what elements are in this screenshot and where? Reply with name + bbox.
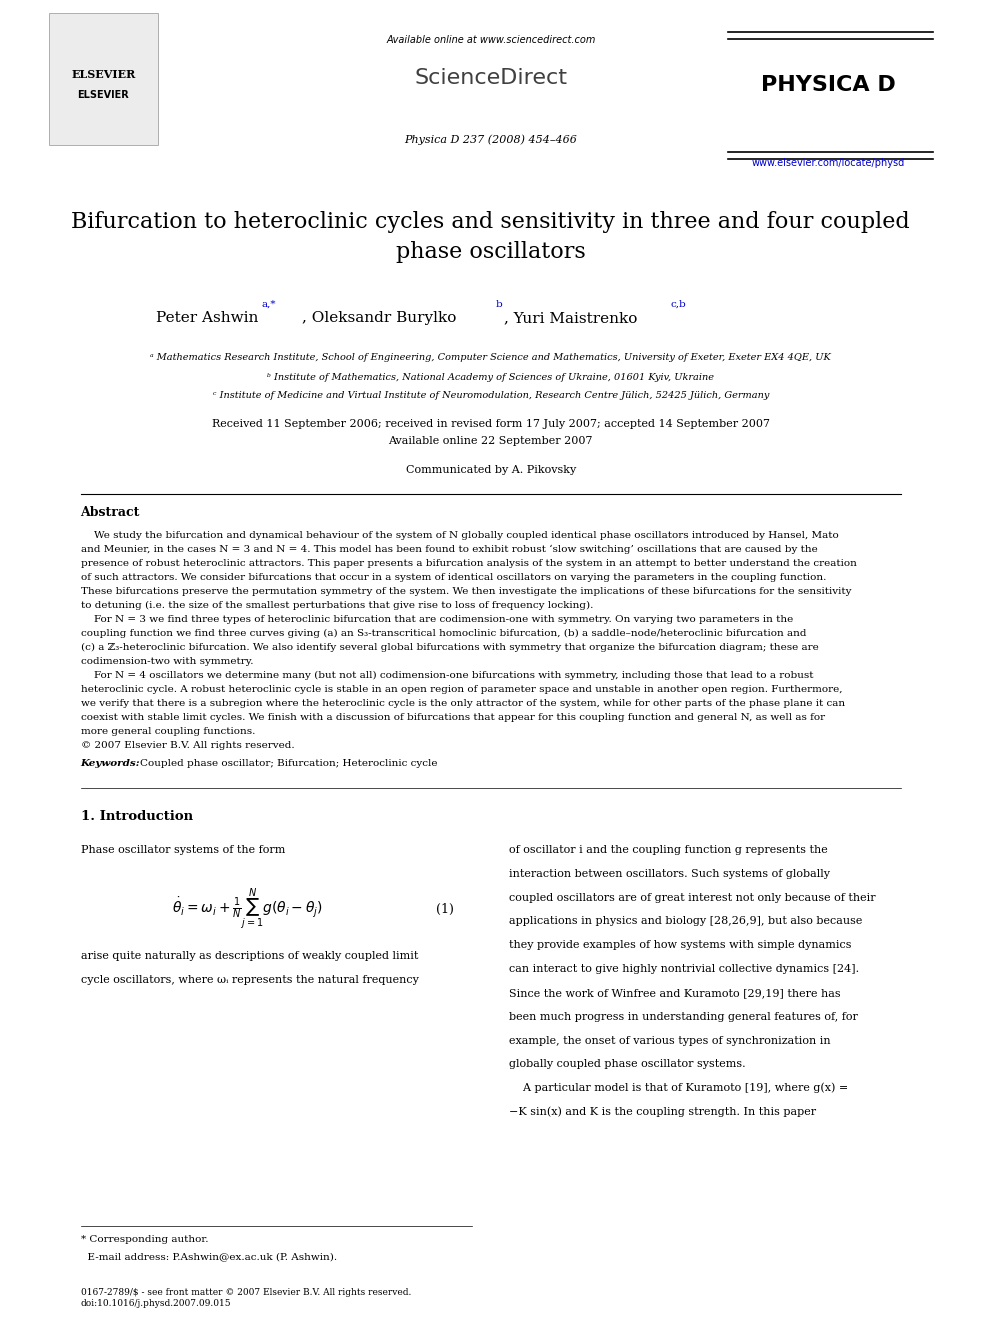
Text: codimension-two with symmetry.: codimension-two with symmetry. [80,656,253,665]
Text: arise quite naturally as descriptions of weakly coupled limit: arise quite naturally as descriptions of… [80,951,418,960]
Text: A particular model is that of Kuramoto [19], where g(x) =: A particular model is that of Kuramoto [… [509,1082,848,1093]
Text: $\dot{\theta}_i = \omega_i + \frac{1}{N} \sum_{j=1}^{N} g(\theta_i - \theta_j)$: $\dot{\theta}_i = \omega_i + \frac{1}{N}… [172,886,322,933]
Text: (c) a ℤ₃-heteroclinic bifurcation. We also identify several global bifurcations : (c) a ℤ₃-heteroclinic bifurcation. We al… [80,643,818,651]
Text: These bifurcations preserve the permutation symmetry of the system. We then inve: These bifurcations preserve the permutat… [80,586,851,595]
Text: more general coupling functions.: more general coupling functions. [80,726,255,736]
Text: b: b [495,300,502,308]
Text: Available online 22 September 2007: Available online 22 September 2007 [389,437,593,446]
Text: We study the bifurcation and dynamical behaviour of the system of N globally cou: We study the bifurcation and dynamical b… [80,531,838,540]
Text: to detuning (i.e. the size of the smallest perturbations that give rise to loss : to detuning (i.e. the size of the smalle… [80,601,593,610]
Text: of oscillator i and the coupling function g represents the: of oscillator i and the coupling functio… [509,845,827,855]
Text: and Meunier, in the cases N = 3 and N = 4. This model has been found to exhibit : and Meunier, in the cases N = 3 and N = … [80,544,817,553]
Text: doi:10.1016/j.physd.2007.09.015: doi:10.1016/j.physd.2007.09.015 [80,1299,231,1307]
Text: 0167-2789/$ - see front matter © 2007 Elsevier B.V. All rights reserved.: 0167-2789/$ - see front matter © 2007 El… [80,1289,411,1297]
Text: heteroclinic cycle. A robust heteroclinic cycle is stable in an open region of p: heteroclinic cycle. A robust heteroclini… [80,684,842,693]
Text: we verify that there is a subregion where the heteroclinic cycle is the only att: we verify that there is a subregion wher… [80,699,844,708]
Text: can interact to give highly nontrivial collective dynamics [24].: can interact to give highly nontrivial c… [509,964,859,974]
Text: For N = 3 we find three types of heteroclinic bifurcation that are codimension-o: For N = 3 we find three types of heteroc… [80,614,793,623]
Text: * Corresponding author.: * Corresponding author. [80,1236,208,1244]
Text: Available online at www.sciencedirect.com: Available online at www.sciencedirect.co… [386,34,595,45]
Text: coupling function we find three curves giving (a) an S₃-transcritical homoclinic: coupling function we find three curves g… [80,628,806,638]
Text: ᵇ Institute of Mathematics, National Academy of Sciences of Ukraine, 01601 Kyiv,: ᵇ Institute of Mathematics, National Aca… [267,373,714,381]
Text: PHYSICA D: PHYSICA D [761,75,896,95]
Text: they provide examples of how systems with simple dynamics: they provide examples of how systems wit… [509,941,851,950]
Text: , Yuri Maistrenko: , Yuri Maistrenko [504,311,638,325]
Text: www.elsevier.com/locate/physd: www.elsevier.com/locate/physd [751,157,905,168]
Text: coupled oscillators are of great interest not only because of their: coupled oscillators are of great interes… [509,893,876,902]
Text: applications in physics and biology [28,26,9], but also because: applications in physics and biology [28,… [509,917,862,926]
Text: interaction between oscillators. Such systems of globally: interaction between oscillators. Such sy… [509,869,830,878]
Text: −K sin(x) and K is the coupling strength. In this paper: −K sin(x) and K is the coupling strength… [509,1106,816,1117]
Text: c,b: c,b [671,300,686,308]
Text: cycle oscillators, where ωᵢ represents the natural frequency: cycle oscillators, where ωᵢ represents t… [80,975,419,984]
Text: of such attractors. We consider bifurcations that occur in a system of identical: of such attractors. We consider bifurcat… [80,573,826,582]
Text: © 2007 Elsevier B.V. All rights reserved.: © 2007 Elsevier B.V. All rights reserved… [80,741,295,750]
Text: Abstract: Abstract [80,507,140,520]
Text: Physica D 237 (2008) 454–466: Physica D 237 (2008) 454–466 [405,135,577,146]
Bar [49,13,158,146]
Text: , Oleksandr Burylko: , Oleksandr Burylko [302,311,456,325]
Text: example, the onset of various types of synchronization in: example, the onset of various types of s… [509,1036,830,1045]
Text: Coupled phase oscillator; Bifurcation; Heteroclinic cycle: Coupled phase oscillator; Bifurcation; H… [140,759,437,769]
Text: ScienceDirect: ScienceDirect [415,67,567,89]
Text: coexist with stable limit cycles. We finish with a discussion of bifurcations th: coexist with stable limit cycles. We fin… [80,713,824,721]
Text: been much progress in understanding general features of, for: been much progress in understanding gene… [509,1012,858,1021]
Text: ᶜ Institute of Medicine and Virtual Institute of Neuromodulation, Research Centr: ᶜ Institute of Medicine and Virtual Inst… [212,392,769,401]
Text: E-mail address: P.Ashwin@ex.ac.uk (P. Ashwin).: E-mail address: P.Ashwin@ex.ac.uk (P. As… [80,1253,336,1261]
Text: 1. Introduction: 1. Introduction [80,811,192,823]
Text: Received 11 September 2006; received in revised form 17 July 2007; accepted 14 S: Received 11 September 2006; received in … [211,419,770,429]
Text: ELSEVIER: ELSEVIER [77,90,129,101]
Text: Peter Ashwin: Peter Ashwin [156,311,258,325]
Text: Phase oscillator systems of the form: Phase oscillator systems of the form [80,845,285,855]
Text: a,*: a,* [261,300,276,308]
Text: Since the work of Winfree and Kuramoto [29,19] there has: Since the work of Winfree and Kuramoto [… [509,988,840,998]
Text: Communicated by A. Pikovsky: Communicated by A. Pikovsky [406,464,575,475]
Text: globally coupled phase oscillator systems.: globally coupled phase oscillator system… [509,1060,746,1069]
Text: (1): (1) [436,904,454,916]
Text: Bifurcation to heteroclinic cycles and sensitivity in three and four coupled
pha: Bifurcation to heteroclinic cycles and s… [71,210,910,263]
Text: ELSEVIER: ELSEVIER [71,70,136,81]
Text: For N = 4 oscillators we determine many (but not all) codimension-one bifurcatio: For N = 4 oscillators we determine many … [80,671,813,680]
Text: Keywords:: Keywords: [80,759,140,769]
Text: presence of robust heteroclinic attractors. This paper presents a bifurcation an: presence of robust heteroclinic attracto… [80,558,856,568]
Text: ᵃ Mathematics Research Institute, School of Engineering, Computer Science and Ma: ᵃ Mathematics Research Institute, School… [151,353,831,363]
